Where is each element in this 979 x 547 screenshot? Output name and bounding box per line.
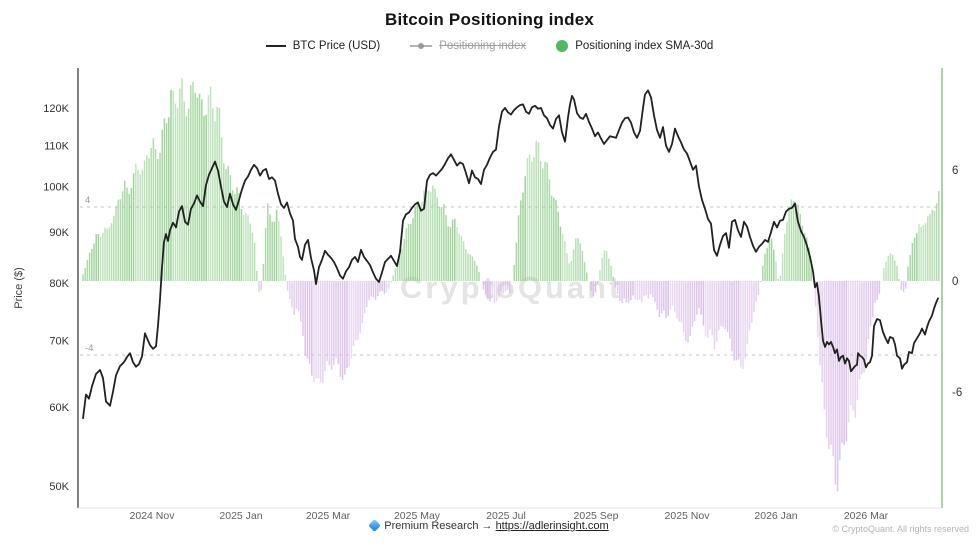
- promo-link[interactable]: https://adlerinsight.com: [495, 520, 609, 532]
- svg-text:70K: 70K: [49, 336, 69, 348]
- svg-text:0: 0: [952, 276, 958, 288]
- svg-text:2024 Nov: 2024 Nov: [130, 510, 176, 522]
- svg-text:2026 Jan: 2026 Jan: [754, 510, 797, 522]
- svg-text:4: 4: [85, 195, 90, 206]
- svg-text:110K: 110K: [44, 141, 70, 153]
- dash-swatch-icon: [410, 43, 433, 49]
- svg-text:2025 Jan: 2025 Jan: [219, 510, 262, 522]
- svg-text:120K: 120K: [43, 103, 69, 115]
- copyright: © CryptoQuant. All rights reserved: [832, 524, 969, 534]
- svg-text:2025 May: 2025 May: [394, 510, 441, 522]
- svg-text:80K: 80K: [49, 278, 69, 290]
- legend-item-label: BTC Price (USD): [292, 40, 381, 52]
- svg-text:2026 Mar: 2026 Mar: [844, 510, 889, 522]
- legend-item-positioning-index-sma-30d[interactable]: Positioning index SMA-30d: [556, 40, 713, 52]
- svg-text:2025 Sep: 2025 Sep: [574, 510, 619, 522]
- promo-arrow: →: [481, 520, 493, 532]
- footer-promo: Premium Research → https://adlerinsight.…: [0, 519, 979, 532]
- svg-text:2025 Jul: 2025 Jul: [486, 510, 526, 522]
- x-axis-ticks: 2024 Nov 2025 Jan 2025 Mar 2025 May 2025 Jul…: [130, 510, 889, 522]
- btc-price-line: [82, 89, 939, 420]
- legend: BTC Price (USD) Positioning index Position…: [0, 40, 979, 52]
- reference-lines: 4 -4: [80, 195, 940, 356]
- dot-swatch-icon: [556, 40, 569, 52]
- line-swatch-icon: [265, 45, 286, 47]
- svg-text:-4: -4: [85, 343, 93, 354]
- gem-icon: [368, 519, 382, 532]
- right-axis-ticks: 6 0 -6: [952, 165, 962, 399]
- legend-item-positioning-index[interactable]: Positioning index: [410, 40, 526, 52]
- legend-item-label: Positioning index: [439, 40, 527, 52]
- svg-text:-6: -6: [952, 387, 962, 399]
- svg-text:100K: 100K: [43, 182, 69, 194]
- legend-item-label: Positioning index SMA-30d: [575, 40, 714, 52]
- svg-text:6: 6: [952, 165, 958, 177]
- promo-text: Premium Research: [384, 520, 479, 532]
- left-axis-title: Price ($): [13, 267, 25, 309]
- svg-text:90K: 90K: [49, 227, 69, 239]
- left-axis-ticks: 120K 110K 100K 90K 80K 70K 60K 50K: [43, 103, 69, 493]
- svg-text:50K: 50K: [49, 481, 69, 493]
- svg-text:2025 Nov: 2025 Nov: [665, 510, 711, 522]
- page-title: Bitcoin Positioning index: [385, 10, 594, 29]
- svg-text:2025 Mar: 2025 Mar: [306, 510, 351, 522]
- positioning-index-sma-bars: [82, 78, 940, 492]
- legend-item-btc-price-usd-[interactable]: BTC Price (USD): [265, 40, 381, 52]
- axes: [77, 68, 943, 509]
- svg-text:60K: 60K: [49, 402, 69, 414]
